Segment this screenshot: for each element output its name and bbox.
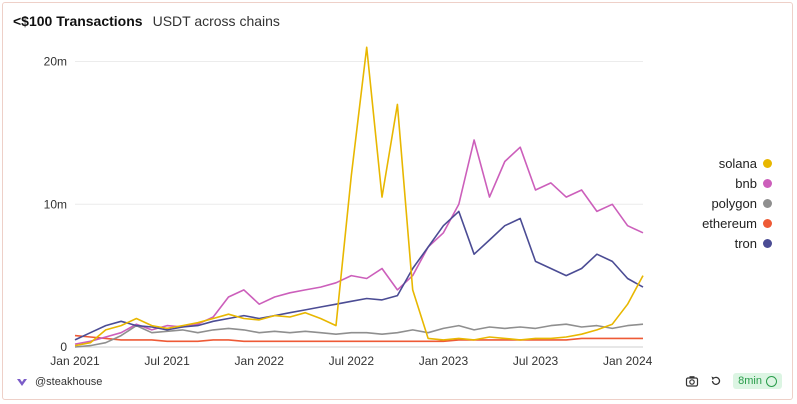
series-line-polygon[interactable] [74,323,644,348]
steakhouse-logo-icon [15,375,29,389]
footer-actions: 8min [685,373,782,389]
y-tick-label: 10m [44,197,67,211]
legend: solana bnb polygon ethereum tron [652,153,772,253]
chart-title: <$100 Transactions [13,13,143,29]
legend-swatch [763,158,772,168]
series-line-bnb[interactable] [74,139,644,345]
x-tick-label: Jul 2022 [329,354,375,368]
x-tick-label: Jul 2023 [513,354,559,368]
legend-item-ethereum[interactable]: ethereum [652,213,772,233]
legend-swatch [763,198,772,208]
legend-label: polygon [711,195,757,211]
check-icon [766,375,777,387]
refresh-age-label: 8min [738,375,762,387]
x-tick-label: Jan 2023 [419,354,469,368]
x-tick-label: Jan 2022 [235,354,285,368]
legend-label: bnb [735,175,757,191]
line-chart: 0 10m 20m Jan 2021 Jul 2021 Jan 2022 Jul 2022 J… [44,46,653,368]
legend-swatch [763,178,772,188]
camera-icon[interactable] [685,374,699,388]
legend-label: solana [718,155,757,171]
legend-item-bnb[interactable]: bnb [652,173,772,193]
x-tick-label: Jul 2021 [144,354,190,368]
author-label: @steakhouse [35,376,103,388]
chart-header: <$100 Transactions USDT across chains [13,13,280,33]
legend-label: tron [734,235,757,251]
legend-item-tron[interactable]: tron [652,233,772,253]
x-tick-label: Jan 2024 [603,354,653,368]
legend-label: ethereum [702,215,757,231]
y-tick-label: 0 [60,340,67,354]
legend-item-polygon[interactable]: polygon [652,193,772,213]
refresh-status-badge[interactable]: 8min [733,373,782,389]
legend-swatch [763,218,772,228]
series-line-solana[interactable] [74,46,644,347]
footer-author[interactable]: @steakhouse [15,375,102,389]
x-tick-label: Jan 2021 [50,354,100,368]
legend-item-solana[interactable]: solana [652,153,772,173]
series-line-ethereum[interactable] [74,334,643,343]
legend-swatch [763,238,772,248]
y-tick-label: 20m [44,55,67,69]
chart-card: <$100 Transactions USDT across chains 0 1… [2,2,793,400]
chart-subtitle: USDT across chains [152,13,280,29]
series-line-tron[interactable] [74,210,644,341]
refresh-icon[interactable] [709,374,723,388]
